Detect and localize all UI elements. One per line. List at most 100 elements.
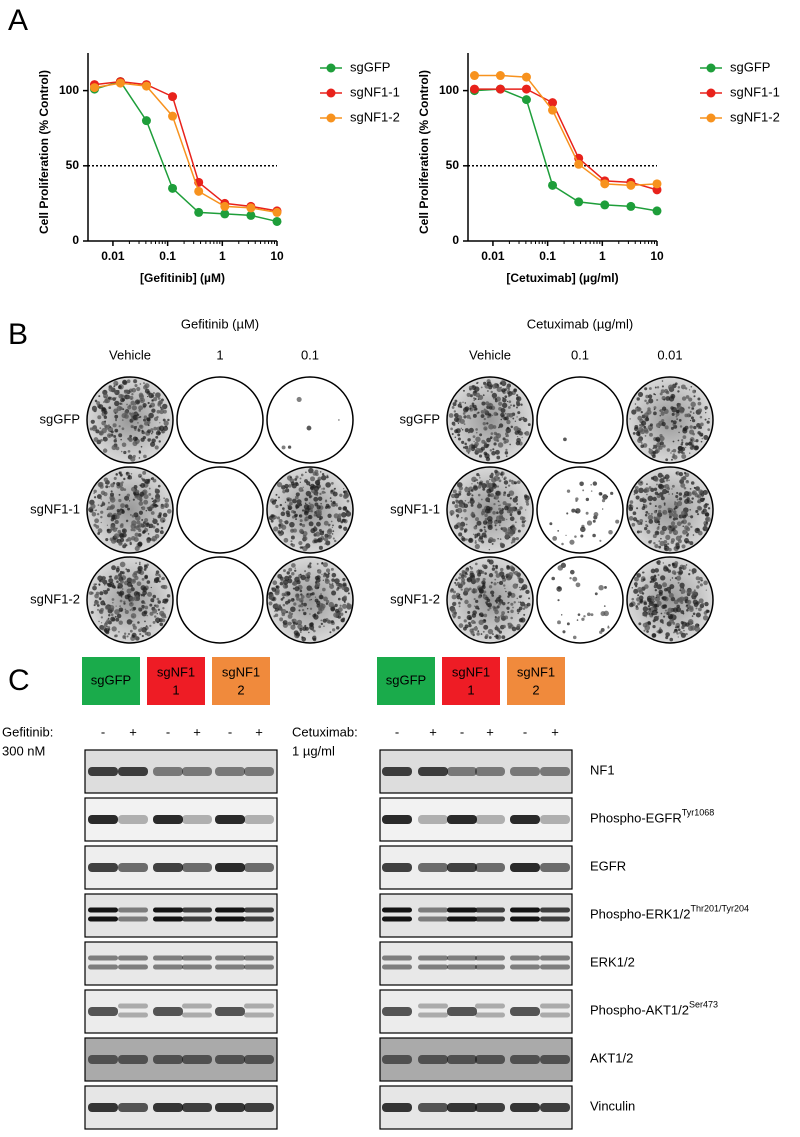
colony <box>107 628 111 631</box>
colony <box>484 597 487 600</box>
data-point <box>521 84 531 94</box>
colony <box>290 540 293 543</box>
colony <box>648 519 654 524</box>
colony <box>704 601 709 607</box>
colony <box>141 429 144 432</box>
legend-label: sgGFP <box>350 59 390 74</box>
colony <box>132 498 135 501</box>
colony <box>157 573 161 577</box>
colony <box>464 402 467 404</box>
colony <box>139 475 141 478</box>
colony <box>111 514 116 520</box>
colony <box>672 448 677 453</box>
colony <box>657 520 661 524</box>
colony <box>650 568 656 574</box>
colony <box>479 477 481 479</box>
colony <box>458 623 464 629</box>
colony <box>103 410 108 415</box>
band <box>215 907 245 913</box>
colony <box>662 582 668 588</box>
colony <box>705 411 707 414</box>
colony <box>471 483 473 485</box>
colony <box>294 567 296 569</box>
colony <box>512 583 518 589</box>
colony <box>474 533 479 538</box>
data-point <box>246 210 256 220</box>
colony <box>637 521 641 525</box>
colony <box>118 425 121 428</box>
colony <box>463 415 467 418</box>
colony <box>463 423 466 426</box>
colony <box>522 607 526 610</box>
colony <box>672 454 678 460</box>
treatment-label: Cetuximab: <box>292 724 358 739</box>
colony <box>648 486 652 489</box>
colony <box>471 628 475 631</box>
colony <box>653 600 656 603</box>
colony <box>676 498 679 501</box>
colony <box>466 414 471 419</box>
colony <box>637 407 642 412</box>
band <box>510 815 540 824</box>
colony <box>333 612 339 618</box>
colony <box>487 602 493 608</box>
colony <box>480 594 483 597</box>
row-label: sgGFP <box>400 411 440 426</box>
colony <box>458 576 461 580</box>
colony <box>455 578 458 581</box>
colony <box>670 521 676 526</box>
colony <box>322 562 328 568</box>
colony <box>662 604 668 609</box>
colony <box>594 592 598 596</box>
band <box>88 767 118 776</box>
band <box>118 767 148 776</box>
colony <box>509 497 512 500</box>
colony <box>152 620 156 624</box>
row-label: sgGFP <box>40 411 80 426</box>
colony <box>697 500 700 504</box>
colony <box>288 611 292 615</box>
blot <box>379 1085 573 1130</box>
colony <box>657 615 660 618</box>
dish <box>176 376 264 464</box>
colony <box>655 515 661 521</box>
colony <box>322 574 326 578</box>
colony <box>148 392 154 399</box>
colony <box>327 572 330 575</box>
colony <box>341 512 347 518</box>
colony <box>461 429 464 431</box>
lane-label: + <box>255 724 263 739</box>
colony <box>646 630 649 633</box>
colony <box>489 478 491 481</box>
colony <box>137 491 140 493</box>
colony <box>522 586 524 589</box>
colony <box>338 521 340 523</box>
colony <box>97 575 103 581</box>
colony <box>704 406 708 410</box>
colony <box>306 425 312 431</box>
colony <box>458 492 462 496</box>
colony <box>147 420 151 425</box>
colony <box>299 481 301 483</box>
colony <box>681 454 687 460</box>
colony <box>482 577 486 581</box>
colony <box>507 391 513 396</box>
colony <box>131 620 134 622</box>
colony <box>103 415 108 419</box>
colony <box>141 506 146 511</box>
band <box>215 1055 245 1064</box>
band <box>418 907 448 913</box>
colony <box>143 415 148 419</box>
colony <box>699 415 703 419</box>
colony <box>98 404 104 410</box>
colony <box>512 404 516 407</box>
colony <box>124 504 129 508</box>
colony <box>144 605 149 610</box>
band <box>540 907 570 913</box>
colony <box>470 497 474 501</box>
colony <box>652 496 657 502</box>
colony <box>517 612 519 615</box>
colony <box>506 606 510 610</box>
well <box>176 466 264 554</box>
colony <box>150 511 155 515</box>
